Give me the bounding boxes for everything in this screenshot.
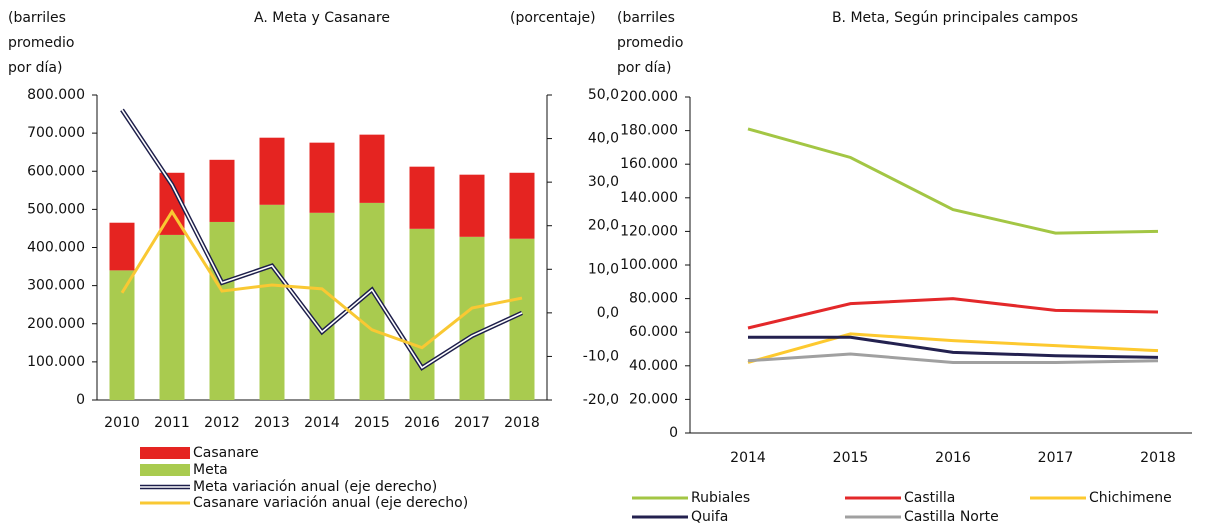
chart-title: A. Meta y Casanare [254, 10, 390, 26]
bar [259, 137, 285, 205]
bar [259, 204, 285, 400]
y-axis-label: por día) [617, 60, 671, 76]
legend-label: Meta variación anual (eje derecho) [193, 479, 437, 495]
x-tick-label: 2016 [404, 415, 440, 431]
legend-label: Castilla [904, 490, 955, 506]
bar [109, 222, 135, 271]
y-tick-label: 120.000 [620, 223, 678, 239]
y-tick-label: 0 [669, 425, 678, 441]
y-tick-label: 0 [76, 392, 85, 408]
x-tick-label: 2010 [104, 415, 140, 431]
legend-label: Chichimene [1089, 490, 1172, 506]
bar [209, 159, 235, 222]
bar [309, 212, 335, 400]
x-tick-label: 2014 [730, 450, 766, 466]
y-tick-label: 400.000 [27, 240, 85, 256]
line [747, 127, 1159, 235]
legend-label: Meta [193, 462, 228, 478]
line [747, 352, 1159, 364]
line [747, 297, 1159, 330]
line [748, 335, 1159, 359]
bar [409, 228, 435, 400]
bar [309, 142, 335, 213]
legend-label: Casanare variación anual (eje derecho) [193, 495, 468, 511]
y2-tick-label: 10,0 [588, 261, 619, 277]
line-inner [121, 109, 523, 369]
bar [509, 172, 535, 239]
legend-label: Rubiales [691, 490, 750, 506]
y-tick-label: 700.000 [27, 125, 85, 141]
x-tick-label: 2012 [204, 415, 240, 431]
y-tick-label: 20.000 [629, 391, 678, 407]
y-tick-label: 80.000 [629, 291, 678, 307]
x-tick-label: 2011 [154, 415, 190, 431]
chart-title: B. Meta, Según principales campos [832, 10, 1078, 26]
bar [509, 238, 535, 400]
x-tick-label: 2014 [304, 415, 340, 431]
y-tick-label: 200.000 [620, 89, 678, 105]
legend-label: Castilla Norte [904, 509, 999, 525]
y-tick-label: 100.000 [620, 257, 678, 273]
bar [159, 234, 185, 400]
y-tick-label: 180.000 [620, 123, 678, 139]
y-tick-label: 500.000 [27, 201, 85, 217]
legend-swatch [140, 447, 190, 459]
y-tick-label: 60.000 [629, 324, 678, 340]
y-tick-label: 160.000 [620, 156, 678, 172]
y-axis-label: (barriles [617, 10, 675, 26]
x-tick-label: 2015 [354, 415, 390, 431]
x-tick-label: 2013 [254, 415, 290, 431]
y2-tick-label: 30,0 [588, 174, 619, 190]
y2-tick-label: 40,0 [588, 131, 619, 147]
x-tick-label: 2018 [1140, 450, 1176, 466]
bar [359, 134, 385, 203]
bar [459, 236, 485, 400]
x-tick-label: 2018 [504, 415, 540, 431]
y-axis-label: por día) [8, 60, 62, 76]
x-tick-label: 2017 [454, 415, 490, 431]
y-tick-label: 100.000 [27, 354, 85, 370]
line [120, 208, 523, 350]
x-tick-label: 2015 [833, 450, 869, 466]
y2-tick-label: -10,0 [583, 348, 619, 364]
legend-label: Quifa [691, 509, 728, 525]
bar [409, 166, 435, 229]
y-axis-label: promedio [8, 35, 75, 51]
bar [109, 270, 135, 400]
x-tick-label: 2016 [935, 450, 971, 466]
y-tick-label: 40.000 [629, 358, 678, 374]
bar [459, 174, 485, 237]
y-tick-label: 800.000 [27, 87, 85, 103]
y-tick-label: 200.000 [27, 316, 85, 332]
y-tick-label: 140.000 [620, 190, 678, 206]
y2-axis-label: (porcentaje) [510, 10, 596, 26]
y2-tick-label: 50,0 [588, 87, 619, 103]
bar [209, 221, 235, 400]
y-axis-label: promedio [617, 35, 684, 51]
legend-swatch [140, 464, 190, 476]
legend-label: Casanare [193, 445, 259, 461]
y-tick-label: 300.000 [27, 278, 85, 294]
y2-tick-label: 20,0 [588, 218, 619, 234]
y-axis-label: (barriles [8, 10, 66, 26]
y2-tick-label: 0,0 [597, 305, 619, 321]
x-tick-label: 2017 [1038, 450, 1074, 466]
y2-tick-label: -20,0 [583, 392, 619, 408]
line [747, 332, 1159, 364]
y-tick-label: 600.000 [27, 163, 85, 179]
